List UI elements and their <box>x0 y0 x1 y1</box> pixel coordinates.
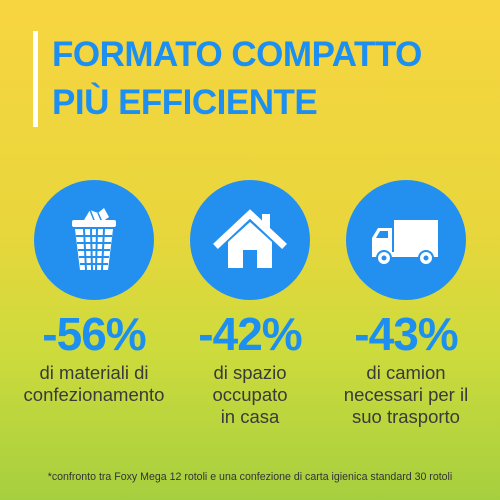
footnote: *confronto tra Foxy Mega 12 rotoli e una… <box>47 471 453 483</box>
stat-packaging-line-1: di materiali di <box>39 362 149 383</box>
trash-basket-icon <box>72 208 116 271</box>
truck-icon <box>372 220 438 266</box>
stat-packaging-percent: -56% <box>42 308 146 360</box>
stat-space-description: di spazio occupato in casa <box>176 362 324 428</box>
stat-space-percent: -42% <box>198 308 302 360</box>
stat-trucks-circle <box>346 180 466 300</box>
stat-packaging-line-2: confezionamento <box>23 384 165 405</box>
stat-trucks-percent: -43% <box>354 308 458 360</box>
stat-trucks-line-2: necessari per il <box>343 384 469 405</box>
stat-space-line-3: in casa <box>220 406 280 427</box>
headline-line-1: FORMATO COMPATTO <box>52 35 422 74</box>
stat-packaging-circle <box>34 180 154 300</box>
stat-trucks: -43% di camion necessari per il suo tras… <box>332 180 480 428</box>
stat-trucks-line-3: suo trasporto <box>352 406 460 427</box>
stat-space-circle <box>190 180 310 300</box>
headline-line-2: PIÙ EFFICIENTE <box>52 83 318 122</box>
stat-trucks-line-1: di camion <box>366 362 446 383</box>
stat-space: -42% di spazio occupato in casa <box>176 180 324 428</box>
stat-packaging-description: di materiali di confezionamento <box>20 362 168 406</box>
headline: FORMATO COMPATTO PIÙ EFFICIENTE <box>33 31 422 127</box>
stat-space-line-2: occupato <box>212 384 288 405</box>
stat-space-line-1: di spazio <box>213 362 287 383</box>
stat-trucks-description: di camion necessari per il suo trasporto <box>332 362 480 428</box>
house-icon <box>213 209 287 268</box>
stat-packaging: -56% di materiali di confezionamento <box>20 180 168 406</box>
